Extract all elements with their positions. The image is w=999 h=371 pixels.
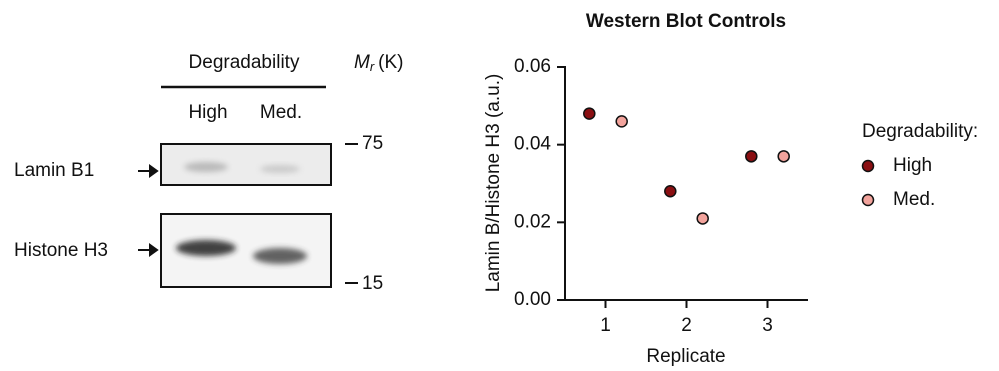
- point: [616, 116, 627, 127]
- legend-title: Degradability:: [862, 121, 978, 142]
- row-label: Lamin B1: [14, 160, 94, 181]
- blot-box: [161, 144, 331, 185]
- band: [176, 240, 236, 256]
- point: [778, 151, 789, 162]
- figure: Degradability High Med. Mr(K) 75 15 Lami…: [0, 0, 999, 371]
- arrow: [138, 166, 157, 176]
- marker-label: 75: [362, 133, 383, 154]
- row-label: Histone H3: [14, 240, 108, 261]
- x-tick-label: 2: [681, 315, 692, 336]
- mr-subscript: r: [370, 59, 375, 74]
- legend-marker: [863, 161, 874, 172]
- point: [697, 213, 708, 224]
- y-tick-label: 0.04: [514, 134, 551, 155]
- band: [260, 165, 300, 173]
- point: [746, 151, 757, 162]
- point: [665, 186, 676, 197]
- band: [184, 162, 228, 172]
- mr-unit: (K): [378, 52, 403, 73]
- chart-title: Western Blot Controls: [586, 11, 786, 32]
- x-tick-label: 3: [762, 315, 773, 336]
- legend-marker: [863, 195, 874, 206]
- mr-symbol: M: [354, 52, 370, 73]
- y-tick-label: 0.00: [514, 289, 551, 310]
- y-tick-label: 0.06: [514, 56, 551, 77]
- lane-label: Med.: [260, 102, 302, 123]
- y-axis-label: Lamin B/Histone H3 (a.u.): [483, 74, 504, 293]
- mr-label: Mr(K): [354, 52, 404, 74]
- x-tick-label: 1: [600, 315, 611, 336]
- y-tick-label: 0.02: [514, 211, 551, 232]
- legend-label: Med.: [893, 189, 935, 210]
- band: [253, 248, 307, 264]
- blot-header: Degradability: [189, 52, 300, 73]
- arrow: [138, 245, 157, 255]
- legend-label: High: [893, 155, 932, 176]
- point: [584, 108, 595, 119]
- lane-label: High: [188, 102, 227, 123]
- marker-label: 15: [362, 273, 383, 294]
- x-axis-label: Replicate: [646, 346, 725, 367]
